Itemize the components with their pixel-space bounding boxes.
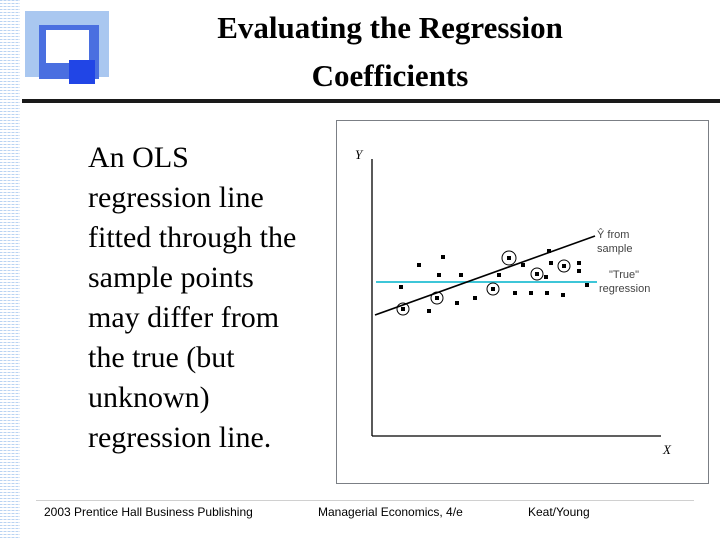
sample-point [455,301,459,305]
sample-point [399,285,403,289]
sample-point [459,273,463,277]
sample-point [535,272,539,276]
y-axis-label: Y [355,147,364,162]
body-line: unknown) [88,381,210,414]
footer-book-title: Managerial Economics, 4/e [318,505,463,519]
regression-diagram: Y X [355,147,672,457]
body-line: fitted through the [88,221,297,254]
sample-point [562,264,566,268]
sample-point [491,287,495,291]
circled-point [557,259,571,273]
circled-point [501,250,517,266]
footer-publisher: 2003 Prentice Hall Business Publishing [44,505,253,519]
circled-point [530,267,544,281]
sample-point [521,263,525,267]
circled-point [430,291,444,305]
sample-point [529,291,533,295]
side-pattern-bar [0,0,20,540]
sample-point [549,261,553,265]
sample-point [507,256,511,260]
sample-point [577,261,581,265]
slide-footer: 2003 Prentice Hall Business Publishing M… [36,500,694,523]
slide-title-line-1: Evaluating the Regression [217,10,563,45]
sample-point [441,255,445,259]
sample-point [437,273,441,277]
sample-point [435,296,439,300]
sample-point [544,275,548,279]
title-divider [22,99,720,103]
regression-figure: Y X [337,121,708,483]
logo-small-square [69,60,95,84]
sample-point [547,249,551,253]
body-line: sample points [88,261,254,294]
sample-point [473,296,477,300]
sample-regression-line [374,235,596,316]
true-line-label-2: regression [599,283,650,295]
footer-authors: Keat/Young [528,505,590,519]
body-line: the true (but [88,341,235,374]
sample-point [585,283,589,287]
logo-white-square [46,30,89,63]
circled-point [486,282,500,296]
true-line-label-1: "True" [609,269,639,281]
sample-point [497,273,501,277]
circled-sample-points [396,250,571,316]
slide-title: Evaluating the Regression Coefficients [130,4,650,100]
sample-line-label-1: Ŷ from [597,228,629,241]
sample-point [561,293,565,297]
sample-point [417,263,421,267]
body-line: regression line. [88,421,272,454]
circled-point [396,302,410,316]
sample-point [427,309,431,313]
sample-point [577,269,581,273]
sample-point [513,291,517,295]
sample-line-label-2: sample [597,243,632,255]
body-line: may differ from [88,301,280,334]
sample-point [401,307,405,311]
x-axis-label: X [662,442,672,457]
body-line: regression line [88,181,264,214]
body-line: An OLS [88,141,189,174]
sample-points [399,249,589,313]
body-text: An OLS regression line fitted through th… [88,138,328,458]
sample-line-label: Ŷ from sample [597,228,632,255]
true-line-label: "True" regression [599,269,650,295]
sample-point [545,291,549,295]
slide-title-line-2: Coefficients [311,58,469,93]
